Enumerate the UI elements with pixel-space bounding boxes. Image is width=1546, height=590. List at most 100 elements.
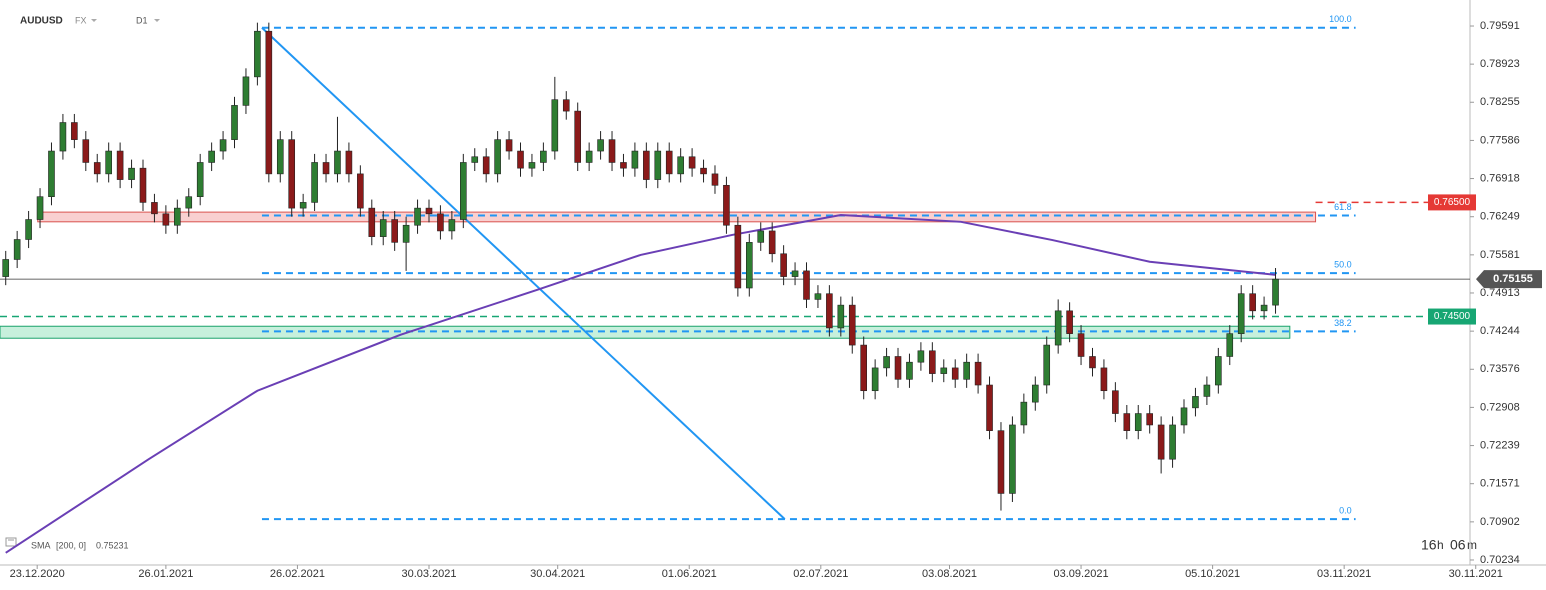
x-tick-label: 30.03.2021 [401, 568, 456, 580]
candle-body [505, 139, 513, 152]
candle-body [59, 122, 67, 152]
price-label: 0.75155 [1493, 273, 1533, 285]
candle-body [917, 350, 925, 363]
timer-m: m [1467, 538, 1477, 552]
candle-body [25, 219, 32, 240]
y-tick-label: 0.73576 [1480, 363, 1520, 375]
candle-body [1237, 293, 1245, 334]
price-label-box [1428, 194, 1476, 211]
symbol[interactable]: AUDUSD [20, 16, 63, 27]
candle-body [711, 173, 719, 186]
y-tick-label: 0.75581 [1480, 249, 1520, 261]
candle-body [677, 156, 684, 175]
x-tick-label: 26.01.2021 [138, 568, 193, 580]
y-tick-label: 0.79591 [1480, 20, 1520, 32]
y-tick-label: 0.74244 [1480, 325, 1520, 337]
candle-body [929, 350, 936, 374]
candle-body [574, 110, 582, 163]
candle-body [665, 150, 673, 175]
candle-body [276, 139, 284, 175]
price-label-box [1428, 308, 1476, 325]
candle-body [185, 196, 193, 209]
candle-body [448, 219, 456, 232]
candle-body [517, 150, 524, 169]
candle-body [860, 344, 867, 392]
fib-label: 50.0 [1334, 260, 1352, 270]
candle-body [116, 150, 124, 180]
candle-body [700, 167, 707, 175]
candle-body [951, 367, 959, 380]
candle-body [871, 367, 879, 392]
candle-body [963, 361, 970, 380]
price-label: 0.76500 [1434, 197, 1471, 208]
candle-body [597, 139, 604, 152]
candle-body [174, 207, 181, 226]
candle-body [1134, 413, 1142, 431]
y-tick-label: 0.72239 [1480, 439, 1520, 451]
candle-body [93, 162, 101, 175]
indicator-value: 0.75231 [96, 540, 129, 550]
candle-body [1146, 413, 1153, 426]
y-tick-label: 0.72908 [1480, 401, 1520, 413]
candle-body [1260, 304, 1268, 312]
candle-body [1020, 401, 1028, 426]
y-tick-label: 0.76249 [1480, 211, 1520, 223]
market[interactable]: FX [75, 15, 87, 25]
candle-body [36, 196, 44, 220]
candle-body [437, 213, 444, 232]
indicator-name[interactable]: SMA [31, 540, 51, 550]
candle-body [1123, 413, 1131, 431]
candle-body [997, 430, 1005, 494]
candle-body [986, 384, 993, 431]
candle-body [379, 219, 387, 237]
candle-body [791, 270, 799, 277]
fib-label: 100.0 [1329, 14, 1352, 24]
fib-label: 61.8 [1334, 202, 1352, 212]
y-tick-label: 0.70234 [1480, 554, 1520, 566]
sma-line [5, 213, 1276, 554]
candle-body [322, 162, 330, 175]
price-label-box [1476, 270, 1542, 289]
candle-body [128, 167, 135, 180]
candle-body [883, 356, 890, 369]
y-tick-label: 0.77586 [1480, 134, 1520, 146]
candle-body [1112, 390, 1119, 414]
timeframe-dropdown[interactable] [154, 19, 160, 22]
candle-body [208, 150, 215, 163]
trendline [261, 27, 786, 520]
candle-body [1180, 407, 1188, 426]
candle-body [848, 304, 856, 346]
candle-body [242, 76, 250, 106]
candle-body [1009, 424, 1016, 494]
candle-body [1077, 333, 1085, 357]
candle-body [745, 242, 753, 289]
indicator-params: [200, 0] [56, 540, 86, 550]
candle-body [254, 30, 261, 78]
x-tick-label: 03.09.2021 [1054, 568, 1109, 580]
candle-body [768, 230, 776, 255]
candle-body [1054, 310, 1062, 346]
candle-body [494, 139, 501, 175]
candle-body [734, 224, 742, 289]
x-tick-label: 02.07.2021 [793, 568, 848, 580]
candle-body [1192, 396, 1199, 409]
candle-body [585, 150, 593, 163]
y-tick-label: 0.71571 [1480, 478, 1520, 490]
candle-body [780, 253, 787, 277]
fib-label: 0.0 [1339, 505, 1352, 515]
candle-body [688, 156, 696, 169]
candle-body [1203, 384, 1211, 397]
x-tick-label: 30.04.2021 [530, 568, 585, 580]
y-tick-label: 0.70902 [1480, 516, 1520, 528]
candle-body [231, 105, 238, 140]
candle-body [288, 139, 296, 209]
candle-body [1066, 310, 1073, 334]
zone [0, 325, 1291, 339]
candle-body [402, 224, 410, 243]
market-dropdown[interactable] [91, 19, 97, 22]
candle-body [837, 304, 845, 329]
timeframe[interactable]: D1 [136, 15, 148, 25]
candle-body [803, 270, 810, 300]
candle-body [1031, 384, 1039, 403]
